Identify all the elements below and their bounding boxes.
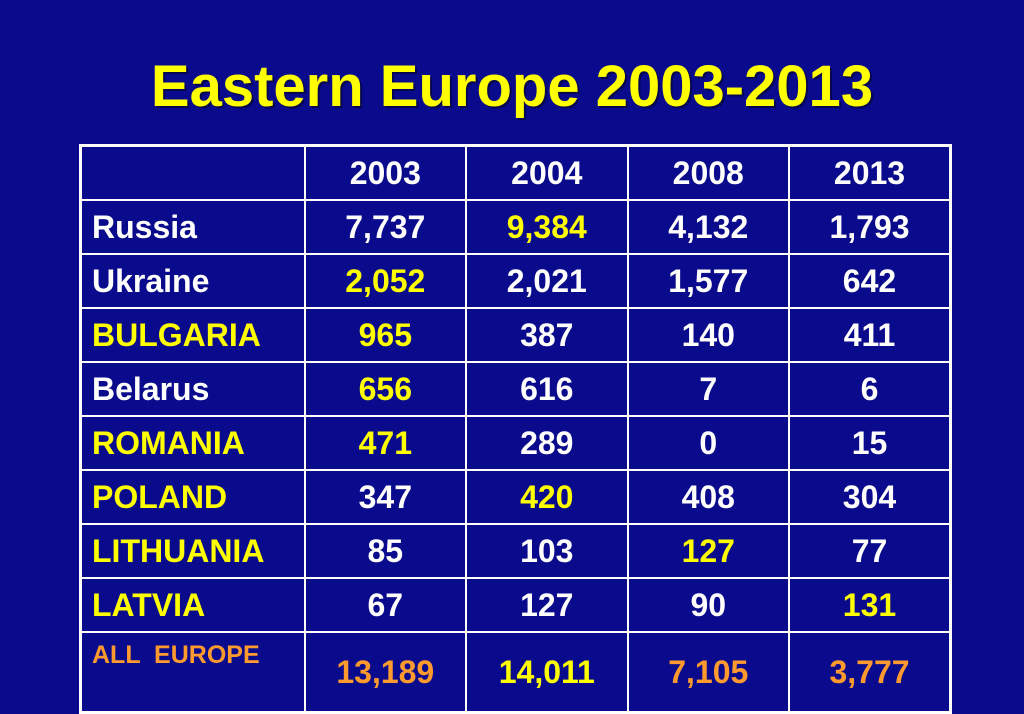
table-cell: 0 [626,415,791,471]
total-row-label: ALL EUROPE [79,631,306,714]
total-cell: 7,105 [626,631,791,714]
table-row: LATVIA 67 127 90 131 [79,577,952,633]
table-cell: 289 [465,415,629,471]
total-row: ALL EUROPE 13,189 14,011 7,105 3,777 [79,631,952,714]
table-cell: 2,052 [303,253,468,309]
table-cell: 131 [788,577,952,633]
row-label: Belarus [79,361,306,417]
table-cell: 9,384 [465,199,629,255]
page-title: Eastern Europe 2003-2013 [150,54,874,119]
table-corner-cell [79,144,306,201]
table-row: BULGARIA 965 387 140 411 [79,307,952,363]
table-cell: 304 [788,469,952,525]
row-label: POLAND [79,469,306,525]
table-cell: 420 [465,469,629,525]
total-cell: 13,189 [303,631,468,714]
column-header-2004: 2004 [465,144,629,201]
table-cell: 127 [465,577,629,633]
table-row: ROMANIA 471 289 0 15 [79,415,952,471]
table-cell: 7 [626,361,791,417]
table-row: Belarus 656 616 7 6 [79,361,952,417]
total-cell: 14,011 [465,631,629,714]
table-cell: 408 [626,469,791,525]
column-header-2008: 2008 [626,144,791,201]
table-cell: 965 [303,307,468,363]
total-cell: 3,777 [788,631,952,714]
table-row: Ukraine 2,052 2,021 1,577 642 [79,253,952,309]
table-cell: 6 [788,361,952,417]
table-header-row: 2003 2004 2008 2013 [79,144,952,201]
table-cell: 85 [303,523,468,579]
table-cell: 1,793 [788,199,952,255]
row-label: Russia [79,199,306,255]
row-label: LATVIA [79,577,306,633]
table-cell: 2,021 [465,253,629,309]
table-cell: 642 [788,253,952,309]
column-header-2003: 2003 [303,144,468,201]
table-cell: 347 [303,469,468,525]
table-cell: 471 [303,415,468,471]
table-row: LITHUANIA 85 103 127 77 [79,523,952,579]
table-row: POLAND 347 420 408 304 [79,469,952,525]
row-label: ROMANIA [79,415,306,471]
table-cell: 7,737 [303,199,468,255]
table-cell: 103 [465,523,629,579]
table-cell: 67 [303,577,468,633]
table-cell: 140 [626,307,791,363]
data-table: 2003 2004 2008 2013 Russia 7,737 9,384 4,13… [79,144,952,714]
table-cell: 656 [303,361,468,417]
table-cell: 616 [465,361,629,417]
table-cell: 411 [788,307,952,363]
table-cell: 1,577 [626,253,791,309]
table-cell: 127 [626,523,791,579]
row-label: Ukraine [79,253,306,309]
table-row: Russia 7,737 9,384 4,132 1,793 [79,199,952,255]
table-cell: 77 [788,523,952,579]
row-label: LITHUANIA [79,523,306,579]
table-cell: 387 [465,307,629,363]
table-cell: 4,132 [626,199,791,255]
column-header-2013: 2013 [788,144,952,201]
table-cell: 90 [626,577,791,633]
table-cell: 15 [788,415,952,471]
row-label: BULGARIA [79,307,306,363]
